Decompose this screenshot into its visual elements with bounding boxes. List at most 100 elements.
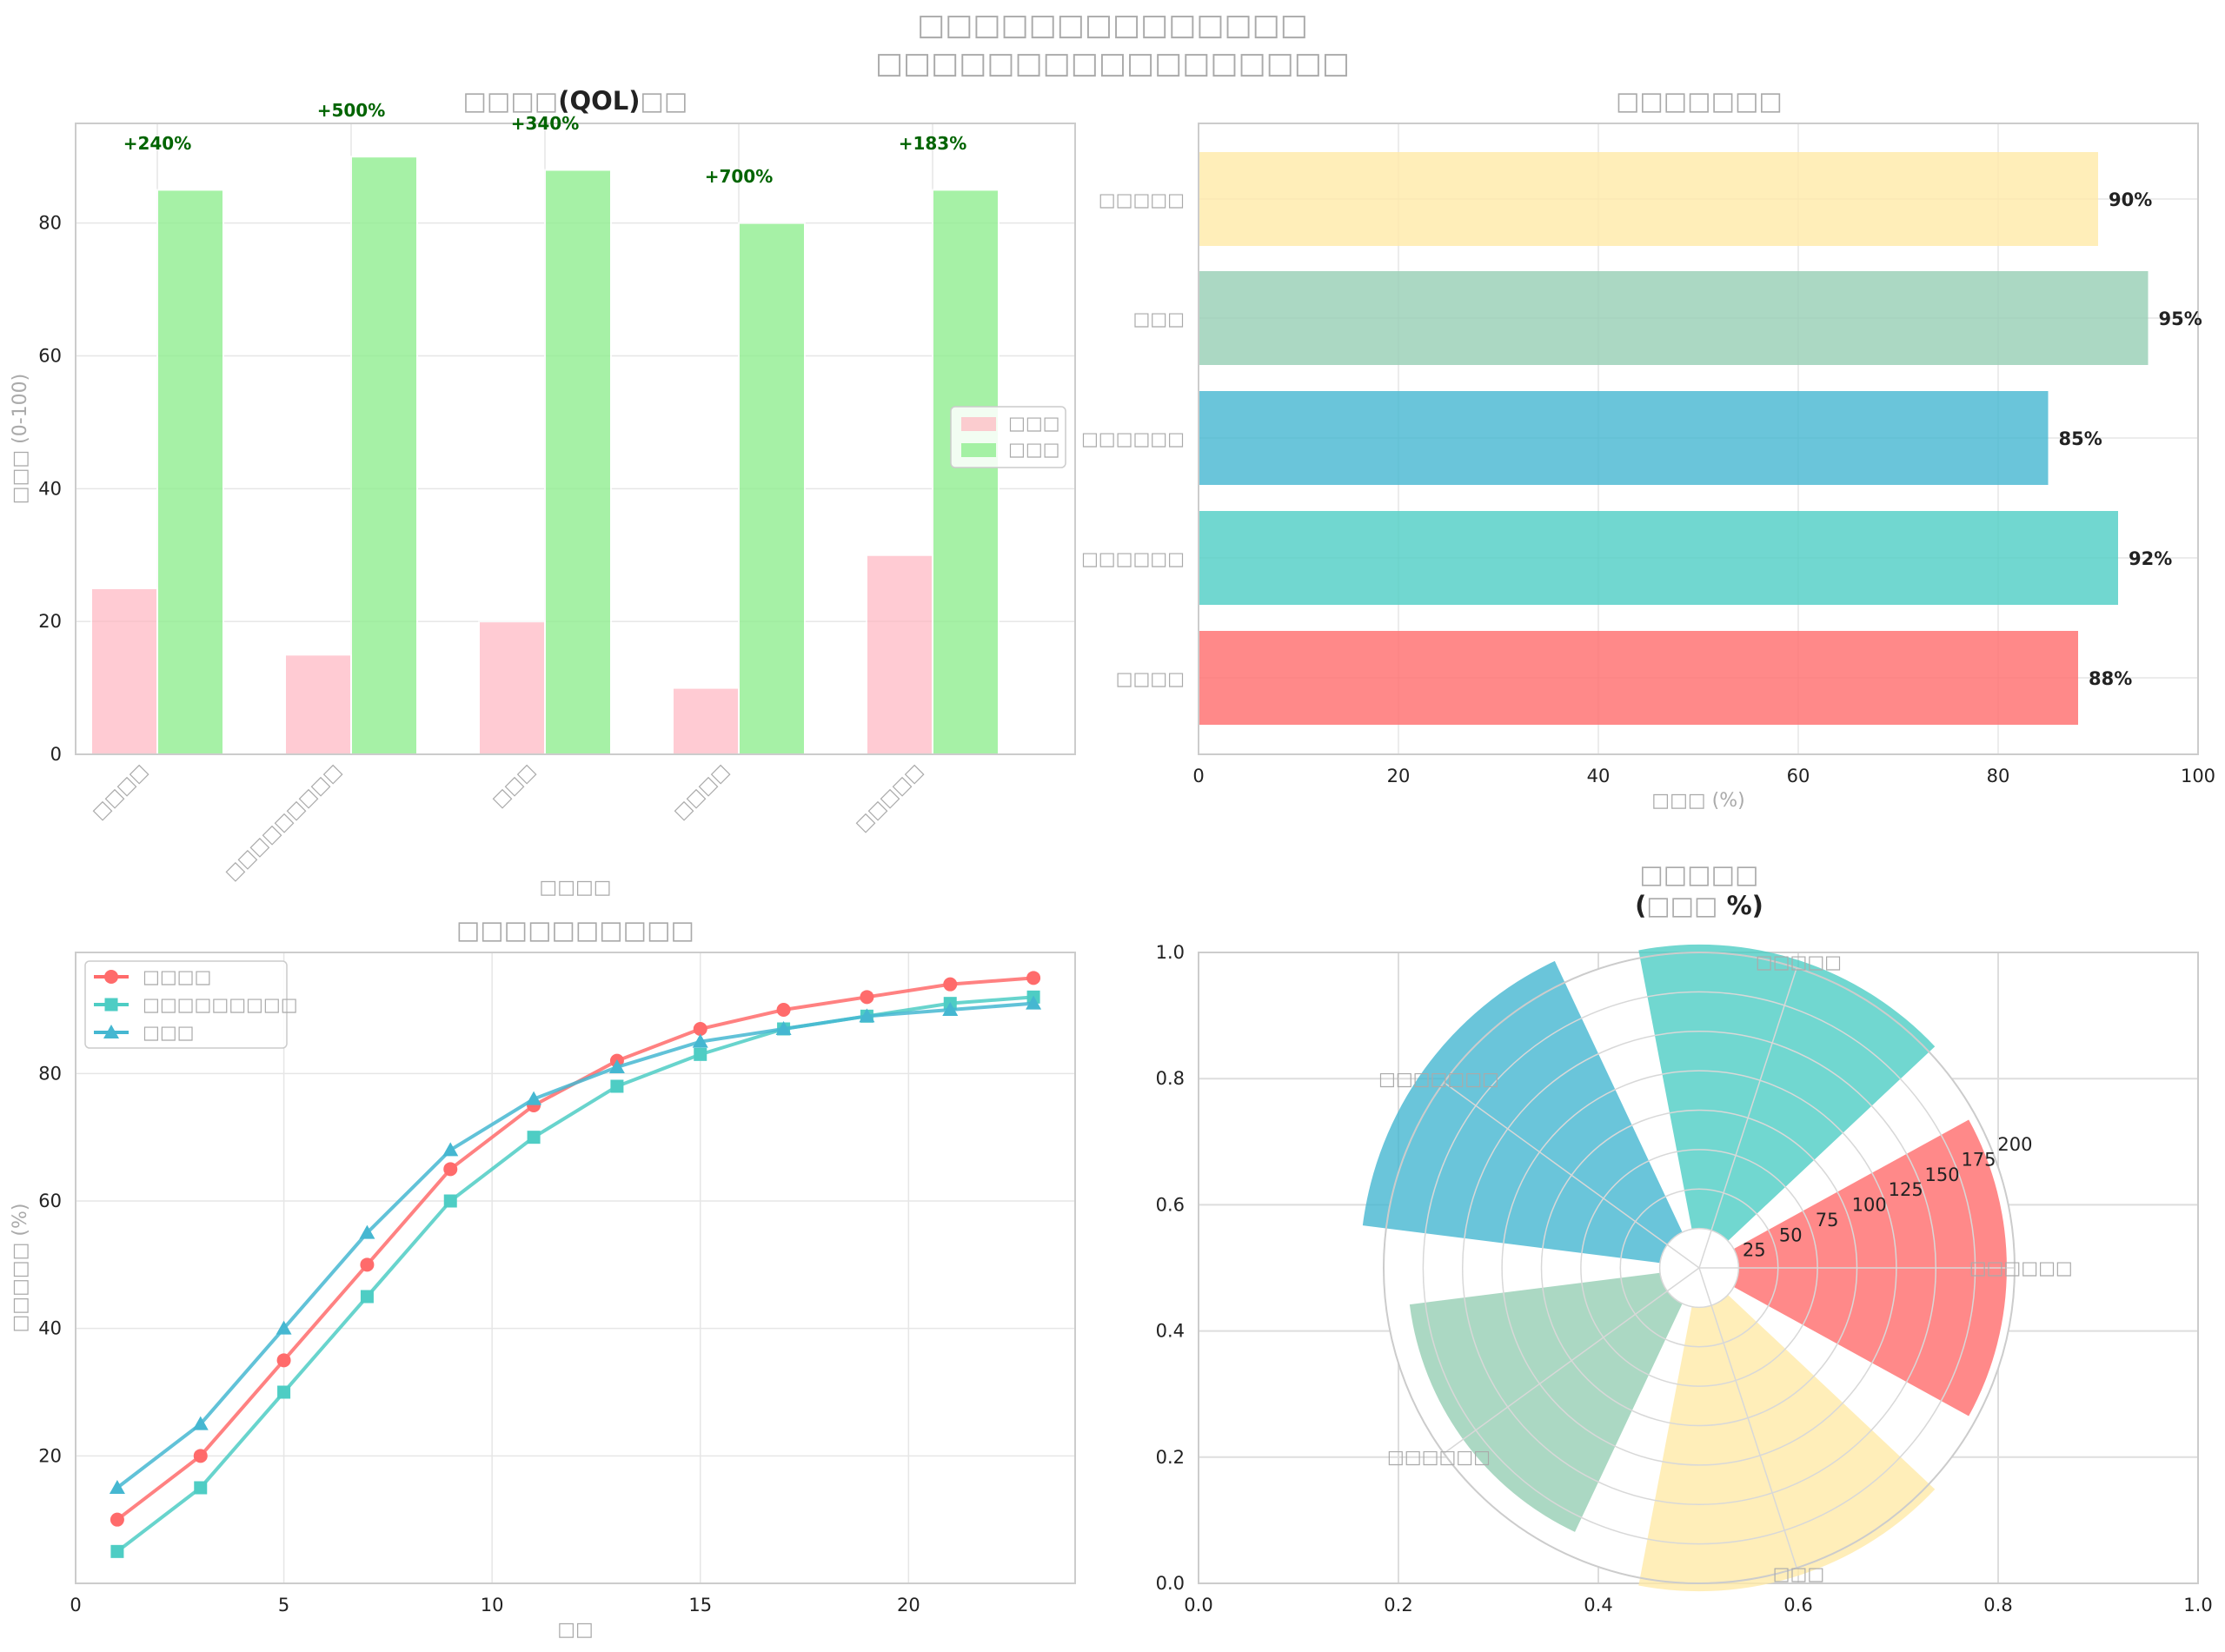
polar-radial-tick-label: 75 [1816, 1210, 1839, 1231]
success-value-label: 88% [2089, 668, 2132, 689]
suptitle-line-1: □□□□□□□□□□□□□□ [917, 8, 1308, 43]
recovery-x-tick-label: 5 [278, 1595, 289, 1616]
recovery-point [1026, 971, 1041, 985]
qol-improvement-label: +183% [899, 133, 967, 154]
recovery-point [276, 1320, 292, 1335]
polar-gridlines [1383, 952, 2016, 1584]
qol-improvement-label: +240% [123, 133, 192, 154]
success-value-label: 92% [2129, 548, 2172, 569]
success-bar [1199, 391, 2049, 485]
polar-radial-tick-label: 25 [1743, 1240, 1766, 1261]
recovery-y-tick-label: 40 [38, 1318, 62, 1339]
polar-radial-tick-label: 150 [1925, 1164, 1960, 1185]
recovery-legend: □□□□□□□□□□□□□□□□ [84, 960, 298, 1049]
qol-legend-swatch-after [961, 443, 996, 457]
polar-frame-y-tick: 0.8 [1156, 1068, 1185, 1089]
qol-bar-after [738, 222, 806, 755]
qol-improvement-label: +340% [511, 113, 580, 134]
success-x-tick-label: 60 [1787, 766, 1810, 786]
qol-y-tick-label: 60 [38, 345, 62, 366]
recovery-point [776, 1003, 791, 1017]
polar-category-label: □□□ [1773, 1563, 1825, 1584]
recovery-point [775, 1021, 792, 1035]
polar-grid-spoke [1443, 1267, 1700, 1454]
recovery-legend-label: □□□□ [143, 966, 211, 987]
recovery-y-tick-label: 60 [38, 1191, 62, 1211]
polar-outer-ring [1383, 952, 2016, 1584]
polar-frame-x-tick: 0.0 [1184, 1595, 1212, 1616]
qol-y-tick-label: 40 [38, 478, 62, 499]
qol-improvement-label: +700% [705, 166, 774, 187]
qol-legend-label-before: □□□ [1008, 413, 1060, 434]
recovery-point [443, 1162, 458, 1177]
recovery-x-tick-label: 20 [897, 1595, 920, 1616]
polar-title-line-2: (□□□ %) [1635, 891, 1763, 920]
qol-bar-before [90, 587, 158, 756]
qol-y-label: □□□ (0-100) [10, 374, 31, 504]
polar-radial-tick-label: 50 [1779, 1224, 1803, 1245]
polar-frame-x-tick: 1.0 [2183, 1595, 2212, 1616]
success-y-tick-label: □□□□□ [1099, 189, 1185, 210]
polar-radial-tick-label: 100 [1852, 1195, 1887, 1216]
polar-grid-spoke [1443, 1082, 1700, 1269]
qol-bar-after [544, 169, 612, 755]
qol-bar-before [284, 654, 352, 755]
qol-y-tick-label: 80 [38, 213, 62, 234]
success-bar [1199, 271, 2149, 365]
recovery-point [192, 1416, 209, 1430]
recovery-point [360, 1290, 374, 1304]
recovery-point [693, 1022, 707, 1036]
recovery-point [442, 1142, 459, 1157]
polar-category-label: □□□□□□□ [1378, 1068, 1499, 1089]
success-x-tick-label: 100 [2181, 766, 2215, 786]
recovery-title: □□□□□□□□□□ [456, 915, 694, 945]
qol-bar-after [156, 189, 224, 755]
polar-radial-tick-label: 125 [1889, 1179, 1923, 1200]
recovery-point [194, 1481, 208, 1495]
qol-bar-after [350, 156, 418, 756]
recovery-x-tick-label: 0 [70, 1595, 81, 1616]
qol-y-ticks: 0 20 40 60 80 [38, 213, 62, 765]
success-bar [1199, 152, 2098, 246]
qol-y-tick-label: 20 [38, 611, 62, 632]
recovery-legend-label: □□□ [143, 1022, 195, 1043]
recovery-point [860, 990, 874, 1005]
polar-wedge [1362, 960, 1683, 1264]
recovery-series [109, 971, 1042, 1558]
polar-wedge [1409, 1272, 1683, 1532]
success-value-label: 95% [2159, 309, 2202, 329]
recovery-point [527, 1131, 541, 1144]
recovery-legend-marker [103, 1025, 119, 1038]
success-bar [1199, 511, 2118, 605]
recovery-point [694, 1047, 707, 1061]
qol-bar-before [478, 620, 546, 755]
polar-grid-spoke [1698, 967, 1797, 1269]
recovery-point [692, 1033, 708, 1048]
polar-category-label: □□□□□□ [1387, 1447, 1491, 1468]
recovery-legend-box [84, 960, 288, 1049]
recovery-y-ticks: 20 40 60 80 [38, 1063, 62, 1466]
recovery-plot-frame [75, 952, 1076, 1584]
recovery-point [110, 1512, 124, 1527]
qol-y-tick-label: 0 [50, 744, 62, 765]
polar-frame-y-tick: 0.0 [1156, 1573, 1185, 1594]
success-x-ticks: 0 20 40 60 80 100 [1192, 766, 2215, 786]
polar-category-label: □□□□□□ [1969, 1257, 2073, 1278]
polar-frame-y-tick: 0.4 [1156, 1321, 1185, 1342]
recovery-point [110, 1544, 124, 1558]
recovery-legend-marker [104, 998, 118, 1012]
qol-bars [90, 156, 1000, 756]
recovery-point [360, 1257, 375, 1272]
qol-improvement-label: +500% [317, 100, 386, 121]
polar-radial-tick-label: 200 [1997, 1134, 2032, 1155]
recovery-point [277, 1385, 291, 1399]
qol-bar-before [866, 554, 933, 755]
success-plot-frame [1198, 123, 2199, 755]
recovery-point [610, 1079, 624, 1093]
qol-x-label: □□□□ [539, 877, 611, 899]
qol-annotations: +240% +500% +340% +700% +183% [123, 100, 967, 187]
success-value-label: 85% [2059, 428, 2102, 449]
qol-legend: □□□ □□□ [950, 406, 1066, 468]
qol-legend-swatch-before [961, 417, 996, 431]
success-value-labels: 88% 92% 85% 95% 90% [2059, 189, 2202, 689]
